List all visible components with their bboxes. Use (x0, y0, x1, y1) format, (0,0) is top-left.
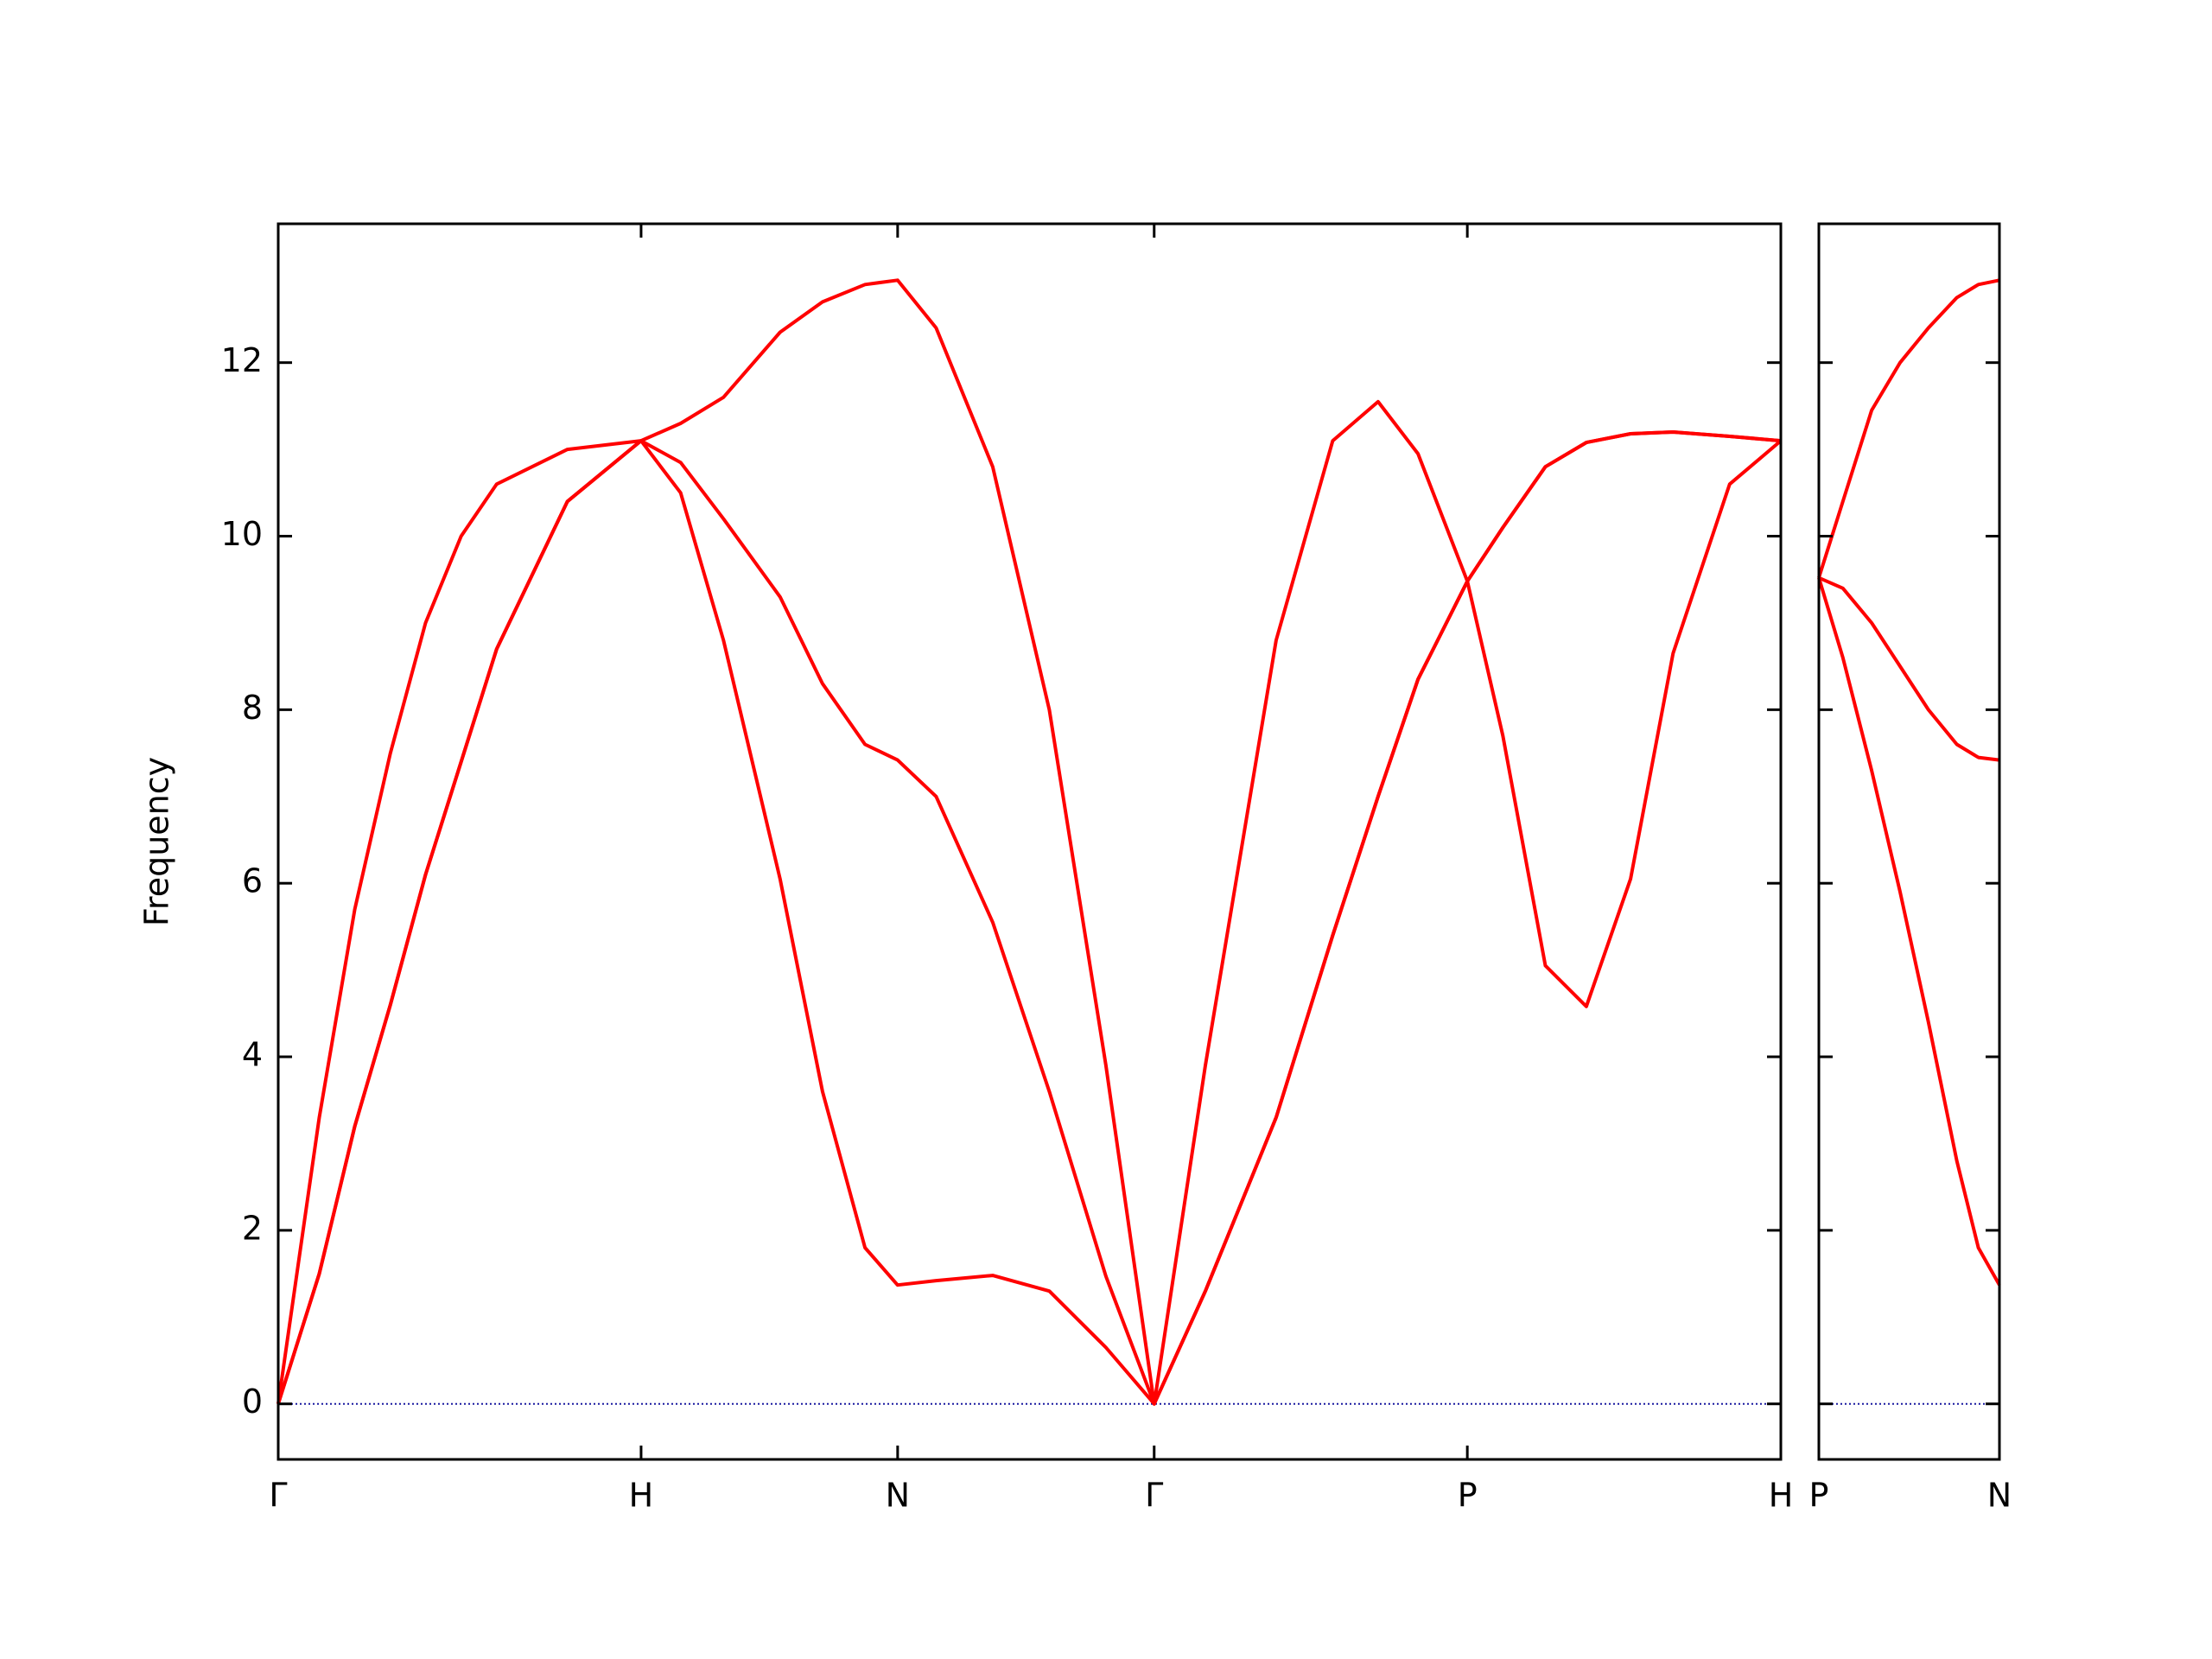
y-tick-label: 10 (221, 515, 263, 553)
y-tick-label: 4 (242, 1036, 263, 1074)
x-tick-label: H (629, 1477, 654, 1515)
y-tick-label: 6 (242, 862, 263, 900)
x-tick-label: N (1987, 1477, 2012, 1515)
band-line (1818, 575, 2000, 762)
y-tick-label: 0 (242, 1382, 263, 1421)
x-tick-label: P (1458, 1477, 1478, 1515)
band-line (276, 430, 1782, 1406)
band-line (276, 278, 1783, 1406)
y-tick-label: 2 (242, 1209, 263, 1247)
x-tick-label: Γ (269, 1477, 287, 1515)
plot-frame (1817, 222, 2001, 1461)
x-tick-label: Γ (1145, 1477, 1163, 1515)
x-tick-label: H (1769, 1477, 1794, 1515)
band-line (276, 430, 1782, 1406)
band-line (1817, 577, 2001, 1287)
y-axis-label: Frequency (138, 757, 176, 926)
band-line (1817, 278, 2000, 579)
y-tick-label: 8 (242, 689, 263, 727)
x-tick-label: P (1809, 1477, 1829, 1515)
y-tick-label: 12 (221, 341, 263, 379)
plot-frame (276, 222, 1783, 1461)
x-tick-label: N (886, 1477, 910, 1515)
